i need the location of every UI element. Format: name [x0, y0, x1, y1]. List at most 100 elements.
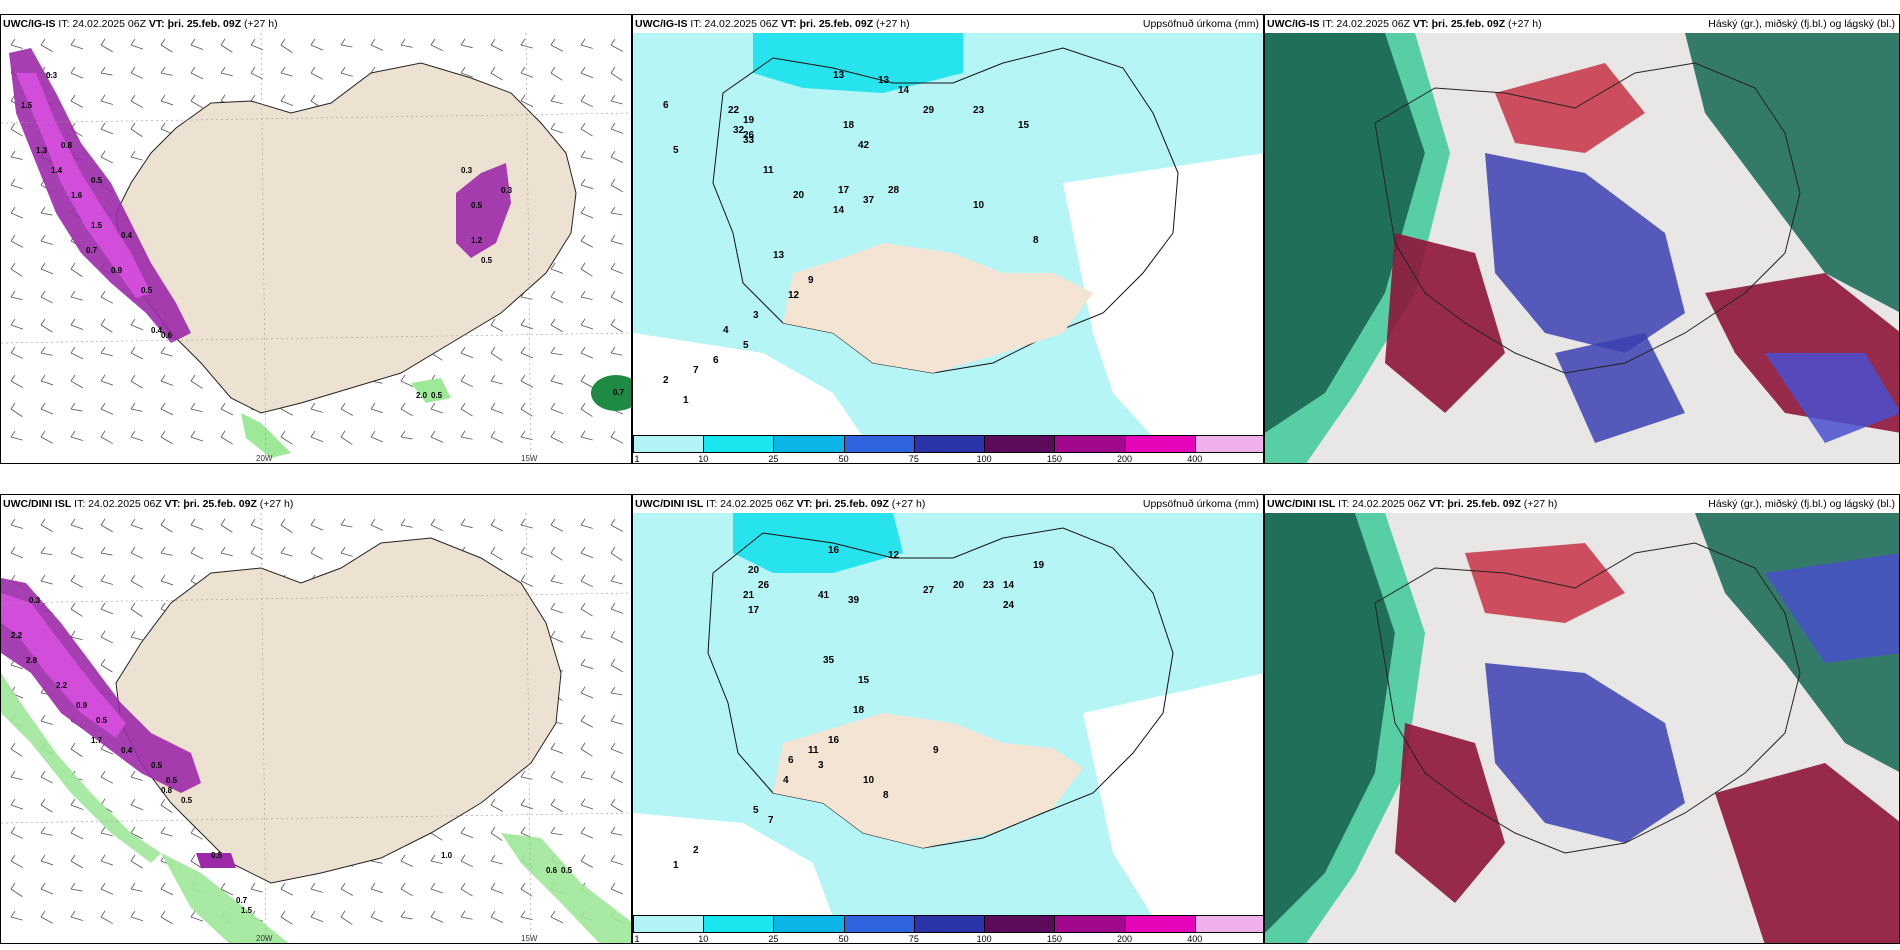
wind-barb-feather [610, 742, 616, 750]
colorbar-segment [1124, 915, 1196, 933]
value-label: 0.8 [161, 786, 173, 795]
wind-barb-feather [580, 234, 586, 242]
wind-barb [100, 156, 114, 164]
value-label: 1.3 [36, 146, 48, 155]
wind-barb [550, 380, 563, 385]
wind-barb [280, 100, 294, 106]
wind-barb [10, 664, 24, 670]
wind-barb [190, 860, 203, 869]
value-label: 4 [783, 775, 789, 786]
value-label: 0.5 [166, 776, 178, 785]
wind-barb-feather [580, 826, 586, 834]
panel-header: UWC/IG-IS IT: 24.02.2025 06Z VT: þri. 25… [3, 17, 627, 33]
value-label: 10 [973, 200, 985, 211]
wind-barb-feather [100, 374, 106, 382]
wind-barb [250, 888, 263, 893]
precip-white-se [1083, 673, 1263, 917]
value-label: 0.3 [29, 596, 41, 605]
value-label: 0.4 [151, 326, 163, 335]
wind-barb [130, 776, 143, 781]
wind-barb-feather [280, 66, 286, 74]
wind-barb [460, 860, 474, 868]
colorbar-segment [703, 915, 775, 933]
wind-barb [160, 72, 173, 76]
wind-barb-feather [610, 630, 616, 638]
value-label: 5 [753, 805, 759, 816]
wind-barb [10, 128, 23, 137]
map-igis-wind: 20W 15W 0.31.51.31.40.80.51.61.50.70.90.… [1, 33, 631, 463]
wind-barb [520, 352, 534, 359]
wind-barb [490, 44, 504, 52]
wind-barb [100, 636, 114, 644]
wind-barb [190, 380, 203, 389]
wind-barb [610, 296, 624, 304]
wind-barb [460, 380, 474, 388]
wind-barb-feather [580, 518, 586, 526]
wind-barb-feather [10, 402, 16, 410]
wind-barb [100, 832, 113, 837]
wind-barb-feather [10, 430, 16, 438]
wind-barb [10, 156, 23, 160]
wind-barb [580, 156, 593, 160]
wind-barb-feather [100, 402, 106, 410]
wind-barb-feather [580, 318, 586, 326]
wind-barb [580, 552, 594, 559]
wind-barb-feather [130, 798, 136, 806]
wind-barb [610, 832, 623, 836]
wind-barb [160, 888, 174, 896]
wind-barb [220, 408, 234, 416]
wind-barb-feather [550, 38, 556, 46]
colorbar-segment [633, 915, 705, 933]
wind-barb [10, 212, 24, 219]
value-label: 0.7 [86, 246, 98, 255]
wind-barb [100, 436, 113, 444]
wind-barb-feather [10, 290, 16, 298]
wind-barb [580, 776, 593, 781]
wind-barb-feather [220, 882, 226, 890]
wind-barb [160, 832, 173, 837]
wind-barb-feather [340, 518, 346, 526]
wind-barb-feather [610, 206, 616, 214]
wind-barb [580, 128, 593, 137]
wind-barb [40, 776, 54, 784]
valid-time: þri. 25.feb. 09Z [815, 498, 889, 510]
wind-barb-feather [280, 518, 286, 526]
wind-barb [430, 44, 444, 52]
wind-barb-feather [610, 798, 616, 806]
wind-barb [10, 860, 23, 868]
wind-barb-feather [40, 574, 46, 582]
snow-spot-southwest [196, 853, 236, 868]
value-label: 0.5 [91, 176, 103, 185]
wind-barb-feather [190, 402, 196, 410]
value-label: 12 [888, 550, 900, 561]
wind-barb [580, 268, 593, 277]
wind-barb [400, 524, 413, 528]
wind-barb [220, 44, 233, 53]
wind-barb [220, 436, 233, 445]
wind-barb [520, 380, 534, 388]
wind-barb [580, 860, 593, 868]
wind-barb [220, 524, 233, 533]
wind-barb-feather [550, 402, 556, 410]
wind-barb-feather [100, 150, 106, 158]
value-label: 1.5 [241, 906, 253, 915]
value-label: 0.6 [161, 331, 173, 340]
wind-barb [460, 436, 473, 440]
valid-time: þri. 25.feb. 09Z [183, 498, 257, 510]
wind-barb-feather [280, 910, 286, 918]
wind-barb [580, 296, 593, 301]
wind-barb [580, 664, 593, 670]
wind-barb-feather [520, 66, 526, 74]
value-label: 0.5 [211, 851, 223, 860]
wind-barb [40, 720, 53, 725]
wind-barb-feather [370, 430, 376, 438]
wind-barb-feather [340, 402, 346, 410]
wind-barb [520, 888, 533, 897]
wind-barb-feather [580, 346, 586, 354]
wind-barb-feather [70, 574, 76, 582]
wind-barb-feather [10, 122, 16, 130]
wind-barb-feather [610, 178, 616, 186]
green-band-west [1, 673, 161, 863]
wind-barb-feather [580, 770, 586, 778]
